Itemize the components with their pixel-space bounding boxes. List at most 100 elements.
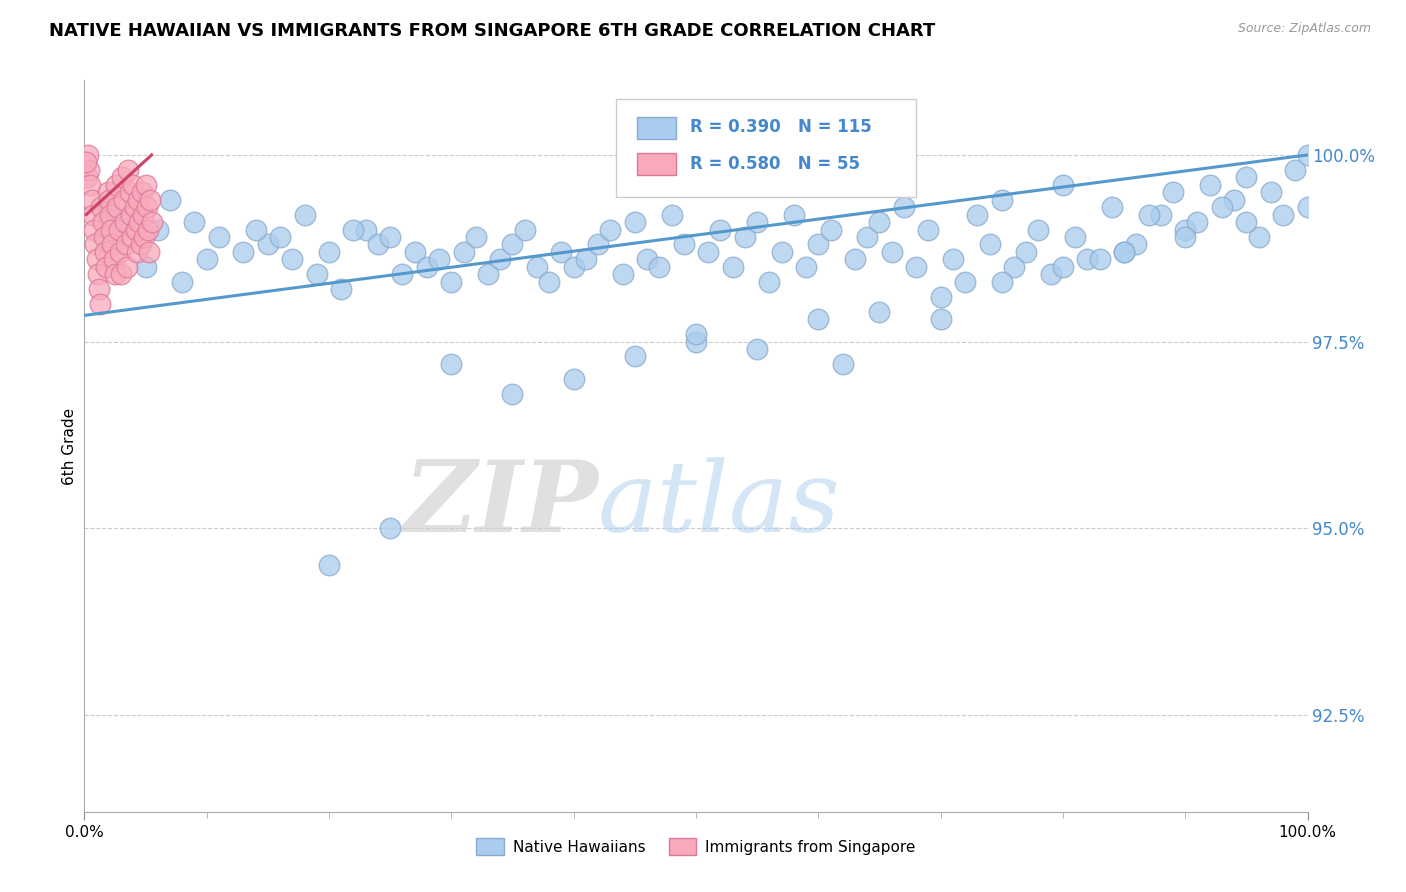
Point <box>128 215 150 229</box>
Point <box>77 148 100 162</box>
Point <box>87 268 110 282</box>
Point <box>117 162 139 177</box>
Point <box>1002 260 1025 274</box>
Point <box>905 260 928 274</box>
Point <box>134 230 156 244</box>
Point <box>685 334 707 349</box>
Point <box>257 237 280 252</box>
Point <box>869 215 891 229</box>
Point <box>110 215 132 229</box>
Point <box>108 244 131 259</box>
Point <box>110 268 132 282</box>
Point <box>929 312 952 326</box>
Point <box>105 200 128 214</box>
Point <box>124 200 146 214</box>
Point <box>305 268 328 282</box>
Point <box>770 244 793 259</box>
Point <box>131 186 153 200</box>
Point <box>318 244 340 259</box>
FancyBboxPatch shape <box>616 99 917 197</box>
Point <box>942 252 965 267</box>
Point <box>354 222 377 236</box>
Point <box>1272 208 1295 222</box>
Point <box>90 200 112 214</box>
Point <box>139 193 162 207</box>
Point <box>86 252 108 267</box>
Point <box>1223 193 1246 207</box>
Point <box>97 200 120 214</box>
Point <box>991 193 1014 207</box>
Point <box>807 237 830 252</box>
Point <box>1296 200 1319 214</box>
Point <box>122 208 145 222</box>
Point <box>89 297 111 311</box>
Point <box>1088 252 1111 267</box>
Text: R = 0.390   N = 115: R = 0.390 N = 115 <box>690 118 872 136</box>
Point <box>135 200 157 214</box>
Point <box>183 215 205 229</box>
Point <box>342 222 364 236</box>
Point <box>979 237 1001 252</box>
Point <box>783 208 806 222</box>
Point <box>103 252 125 267</box>
Text: NATIVE HAWAIIAN VS IMMIGRANTS FROM SINGAPORE 6TH GRADE CORRELATION CHART: NATIVE HAWAIIAN VS IMMIGRANTS FROM SINGA… <box>49 22 935 40</box>
Point <box>1076 252 1098 267</box>
Point <box>391 268 413 282</box>
Point <box>135 178 157 192</box>
Point <box>330 282 353 296</box>
Point <box>624 215 647 229</box>
Point <box>79 178 101 192</box>
Point <box>125 222 148 236</box>
Point <box>562 372 585 386</box>
Point <box>96 260 118 274</box>
Point <box>159 193 181 207</box>
Point <box>136 222 159 236</box>
Point <box>1296 148 1319 162</box>
Point <box>195 252 218 267</box>
Point <box>709 222 731 236</box>
Point <box>112 193 135 207</box>
Point <box>966 208 988 222</box>
Point <box>380 230 402 244</box>
Point <box>1174 222 1197 236</box>
Point <box>77 162 100 177</box>
Point <box>93 230 115 244</box>
Point <box>98 208 121 222</box>
Point <box>91 215 114 229</box>
Point <box>1125 237 1147 252</box>
Point <box>100 222 122 236</box>
Point <box>562 260 585 274</box>
Point <box>104 268 127 282</box>
Point <box>599 222 621 236</box>
Point <box>367 237 389 252</box>
Point <box>1247 230 1270 244</box>
Point <box>82 208 104 222</box>
Text: R = 0.580   N = 55: R = 0.580 N = 55 <box>690 154 860 173</box>
Point <box>1015 244 1038 259</box>
Point <box>1187 215 1209 229</box>
Point <box>489 252 512 267</box>
Point <box>141 215 163 229</box>
Point <box>685 326 707 341</box>
Point <box>464 230 486 244</box>
Point <box>80 193 103 207</box>
Point <box>1101 200 1123 214</box>
Point <box>612 268 634 282</box>
Point <box>831 357 853 371</box>
Point <box>440 357 463 371</box>
Point <box>120 208 142 222</box>
Point <box>747 215 769 229</box>
Point <box>794 260 817 274</box>
Point <box>758 275 780 289</box>
Point <box>1137 208 1160 222</box>
Point <box>105 178 128 192</box>
Point <box>648 260 671 274</box>
Point <box>636 252 658 267</box>
Point <box>856 230 879 244</box>
Point <box>114 215 136 229</box>
Point <box>991 275 1014 289</box>
Bar <box>637 117 676 139</box>
Point <box>734 230 756 244</box>
Y-axis label: 6th Grade: 6th Grade <box>62 408 77 484</box>
Point <box>101 237 124 252</box>
